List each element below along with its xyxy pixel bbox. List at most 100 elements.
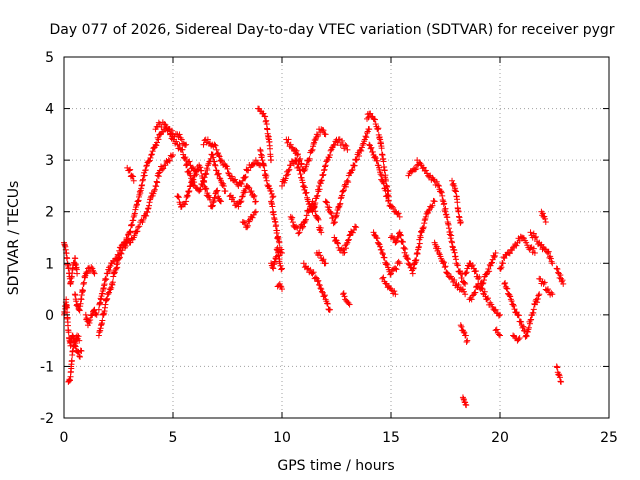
data-point bbox=[260, 110, 267, 117]
data-point bbox=[65, 329, 72, 336]
data-point bbox=[501, 255, 508, 262]
data-point bbox=[202, 185, 209, 192]
data-point bbox=[464, 265, 471, 272]
data-point bbox=[346, 232, 353, 239]
data-point bbox=[367, 110, 374, 117]
data-point bbox=[535, 292, 542, 299]
data-point bbox=[284, 171, 291, 178]
data-point bbox=[480, 280, 487, 287]
x-tick-label: 5 bbox=[169, 430, 178, 446]
data-point bbox=[302, 216, 309, 223]
data-point bbox=[366, 126, 373, 133]
data-point bbox=[344, 177, 351, 184]
data-point bbox=[344, 146, 351, 153]
data-point bbox=[223, 163, 230, 170]
data-point bbox=[269, 203, 276, 210]
data-point bbox=[554, 364, 561, 371]
data-point bbox=[79, 287, 86, 294]
data-point bbox=[305, 207, 312, 214]
data-point bbox=[183, 162, 190, 169]
data-point bbox=[317, 180, 324, 187]
y-tick-label: 0 bbox=[45, 308, 54, 324]
data-point bbox=[392, 265, 399, 272]
data-point bbox=[313, 193, 320, 200]
data-point bbox=[252, 208, 259, 215]
data-point bbox=[305, 157, 312, 164]
data-point bbox=[213, 167, 220, 174]
data-point bbox=[303, 161, 310, 168]
data-point bbox=[264, 182, 271, 189]
data-point bbox=[326, 151, 333, 158]
data-point bbox=[411, 166, 418, 173]
data-point bbox=[242, 173, 249, 180]
data-point bbox=[415, 243, 422, 250]
data-point bbox=[542, 219, 549, 226]
x-tick-labels: 0 5 10 15 20 25 bbox=[60, 430, 618, 446]
data-point bbox=[282, 175, 289, 182]
data-point bbox=[270, 193, 277, 200]
data-point bbox=[380, 180, 387, 187]
data-point bbox=[239, 177, 246, 184]
data-point bbox=[327, 209, 334, 216]
data-point bbox=[302, 218, 309, 225]
data-point bbox=[528, 316, 535, 323]
data-point bbox=[186, 183, 193, 190]
data-point bbox=[372, 153, 379, 160]
data-point bbox=[422, 167, 429, 174]
data-point bbox=[334, 239, 341, 246]
data-point bbox=[438, 188, 445, 195]
data-point bbox=[217, 198, 224, 205]
data-point bbox=[367, 145, 374, 152]
data-point bbox=[382, 187, 389, 194]
data-point bbox=[214, 171, 221, 178]
data-point bbox=[310, 141, 317, 148]
data-point bbox=[64, 255, 71, 262]
data-point bbox=[388, 286, 394, 293]
data-point bbox=[457, 268, 464, 275]
data-point bbox=[130, 217, 137, 224]
data-point bbox=[316, 186, 323, 193]
x-tick-label: 10 bbox=[273, 430, 291, 446]
data-point bbox=[74, 332, 81, 339]
data-point bbox=[143, 212, 150, 219]
data-point bbox=[417, 234, 424, 241]
data-point bbox=[530, 230, 537, 237]
data-point bbox=[186, 158, 193, 165]
data-point bbox=[318, 177, 325, 184]
data-point bbox=[422, 213, 429, 220]
data-point bbox=[531, 249, 538, 256]
data-point bbox=[558, 275, 565, 282]
data-point bbox=[389, 203, 396, 210]
data-point bbox=[86, 319, 93, 326]
data-point bbox=[211, 158, 218, 165]
data-point bbox=[76, 353, 83, 360]
data-point bbox=[308, 147, 315, 154]
data-point bbox=[162, 162, 169, 169]
data-point bbox=[554, 266, 561, 273]
y-tick-label: -1 bbox=[40, 359, 54, 375]
data-point bbox=[309, 270, 316, 277]
data-point bbox=[413, 166, 420, 173]
data-point bbox=[151, 186, 158, 193]
data-point bbox=[91, 270, 98, 277]
data-point bbox=[353, 156, 360, 163]
data-point bbox=[314, 192, 321, 199]
data-point bbox=[107, 262, 114, 269]
data-point bbox=[263, 177, 270, 184]
data-point bbox=[472, 289, 479, 296]
data-point bbox=[513, 242, 520, 249]
data-point bbox=[226, 193, 233, 200]
data-point bbox=[462, 280, 469, 287]
data-point bbox=[74, 270, 81, 277]
data-point bbox=[340, 188, 347, 195]
data-point bbox=[374, 157, 381, 164]
data-point bbox=[81, 279, 88, 286]
data-point bbox=[527, 317, 534, 324]
data-point bbox=[245, 184, 252, 191]
data-point bbox=[523, 333, 530, 340]
data-point bbox=[434, 182, 441, 189]
data-point bbox=[380, 158, 387, 165]
data-point bbox=[149, 148, 156, 155]
data-point bbox=[211, 161, 218, 168]
